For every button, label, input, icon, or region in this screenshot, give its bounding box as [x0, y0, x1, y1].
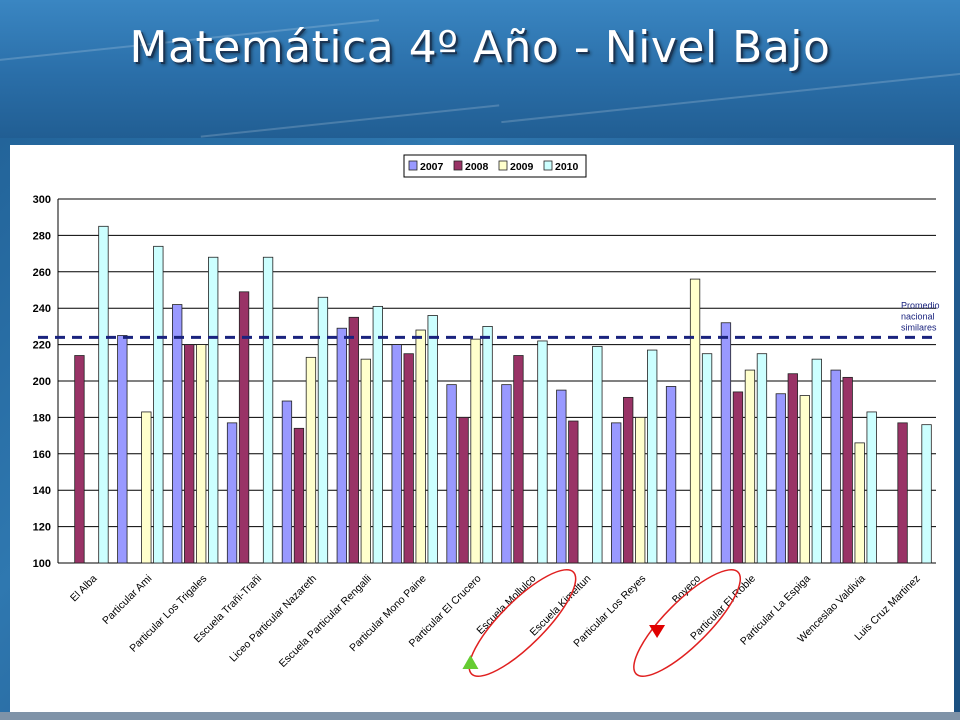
- bar-2008: [732, 391, 744, 564]
- legend-box: [403, 154, 587, 178]
- reference-line-label: Promedio: [901, 300, 940, 310]
- bar-2010: [701, 353, 713, 564]
- bar-2010: [262, 256, 274, 564]
- bar-2007: [775, 393, 786, 564]
- legend-label: 2010: [555, 161, 579, 173]
- chart-panel: 100 120 140 160 180 200 220 240 260 280 300 El Alba…: [10, 145, 954, 713]
- bar-2010: [866, 411, 877, 564]
- bar-2008: [238, 291, 250, 564]
- bar-2007: [556, 389, 567, 564]
- bar-2009: [415, 329, 426, 564]
- bar-2009: [689, 278, 701, 564]
- bar-2008: [787, 373, 798, 564]
- bar-2008: [293, 427, 305, 564]
- slide-title: Matemática 4º Año - Nivel Bajo: [129, 22, 831, 73]
- y-tick-label: 260: [33, 267, 51, 279]
- legend-swatch-2008: [453, 160, 463, 171]
- bar-2009: [635, 416, 646, 564]
- legend-label: 2007: [420, 161, 444, 173]
- legend-swatch-2007: [408, 160, 418, 171]
- bar-2010: [921, 424, 932, 564]
- bar-2010: [208, 256, 219, 564]
- legend-label: 2009: [510, 161, 534, 173]
- bar-2007: [226, 422, 238, 564]
- bar-2008: [623, 396, 634, 564]
- bar-2009: [360, 358, 371, 564]
- bar-2009: [854, 442, 865, 564]
- title-band: [0, 0, 960, 138]
- bar-2010: [537, 340, 548, 564]
- bar-2009: [799, 395, 810, 564]
- bar-2007: [336, 327, 347, 564]
- up-triangle-icon: [462, 655, 479, 669]
- bar-2007: [830, 369, 841, 564]
- x-tick-label: Boyeco: [670, 573, 703, 606]
- bar-2010: [592, 346, 603, 564]
- bar-2008: [513, 355, 524, 564]
- bar-2009: [141, 411, 152, 564]
- bar-2010: [482, 325, 493, 564]
- bar-2010: [317, 296, 329, 564]
- bar-2008: [403, 353, 414, 564]
- reference-line-label: similares: [901, 322, 937, 332]
- y-tick-label: 100: [33, 558, 51, 570]
- legend-label: 2008: [465, 161, 489, 173]
- bar-chart: 100 120 140 160 180 200 220 240 260 280 300 El Alba…: [33, 154, 940, 677]
- y-tick-label: 200: [33, 376, 51, 388]
- bar-2010: [427, 315, 438, 564]
- bar-2007: [281, 400, 293, 564]
- bar-2007: [611, 422, 622, 564]
- bar-2007: [665, 386, 677, 564]
- bar-2010: [811, 358, 822, 564]
- bar-2007: [172, 304, 183, 564]
- x-tick-label: Particular Ami: [100, 573, 154, 627]
- bar-2010: [647, 349, 658, 564]
- bar-2010: [153, 245, 164, 564]
- y-tick-label: 140: [33, 485, 51, 497]
- highlight-ellipse: [633, 569, 742, 677]
- bar-2007: [446, 384, 457, 564]
- legend-swatch-2009: [498, 160, 508, 171]
- bar-2009: [196, 344, 207, 564]
- bar-2007: [117, 335, 128, 564]
- bar-2010: [98, 225, 109, 564]
- bar-2008: [348, 316, 359, 564]
- highlight-ellipse: [468, 569, 577, 677]
- y-tick-label: 120: [33, 522, 51, 534]
- bar-2010: [372, 305, 383, 564]
- bar-2008: [568, 420, 579, 564]
- down-triangle-icon: [649, 625, 666, 638]
- bar-2007: [720, 322, 732, 564]
- bar-2010: [756, 353, 768, 564]
- bar-2008: [74, 355, 85, 564]
- bar-2007: [391, 344, 402, 564]
- bar-2009: [305, 356, 317, 564]
- bar-2008: [458, 416, 469, 564]
- reference-line-label: nacional: [901, 311, 935, 321]
- bar-2007: [501, 384, 512, 564]
- bar-2008: [842, 376, 853, 564]
- bottom-strip: [0, 712, 960, 720]
- legend-swatch-2010: [543, 160, 553, 171]
- y-tick-label: 160: [33, 449, 51, 461]
- y-tick-label: 220: [33, 340, 51, 352]
- x-tick-label: Escuela Particular Rengalli: [277, 573, 374, 670]
- bar-2009: [744, 369, 756, 564]
- y-tick-label: 240: [33, 303, 51, 315]
- x-tick-label: El Alba: [68, 573, 100, 605]
- y-tick-label: 180: [33, 412, 51, 424]
- bar-2008: [184, 344, 195, 564]
- bar-2009: [470, 338, 481, 564]
- bar-2008: [897, 422, 908, 564]
- y-tick-label: 280: [33, 230, 51, 242]
- y-tick-label: 300: [33, 194, 51, 206]
